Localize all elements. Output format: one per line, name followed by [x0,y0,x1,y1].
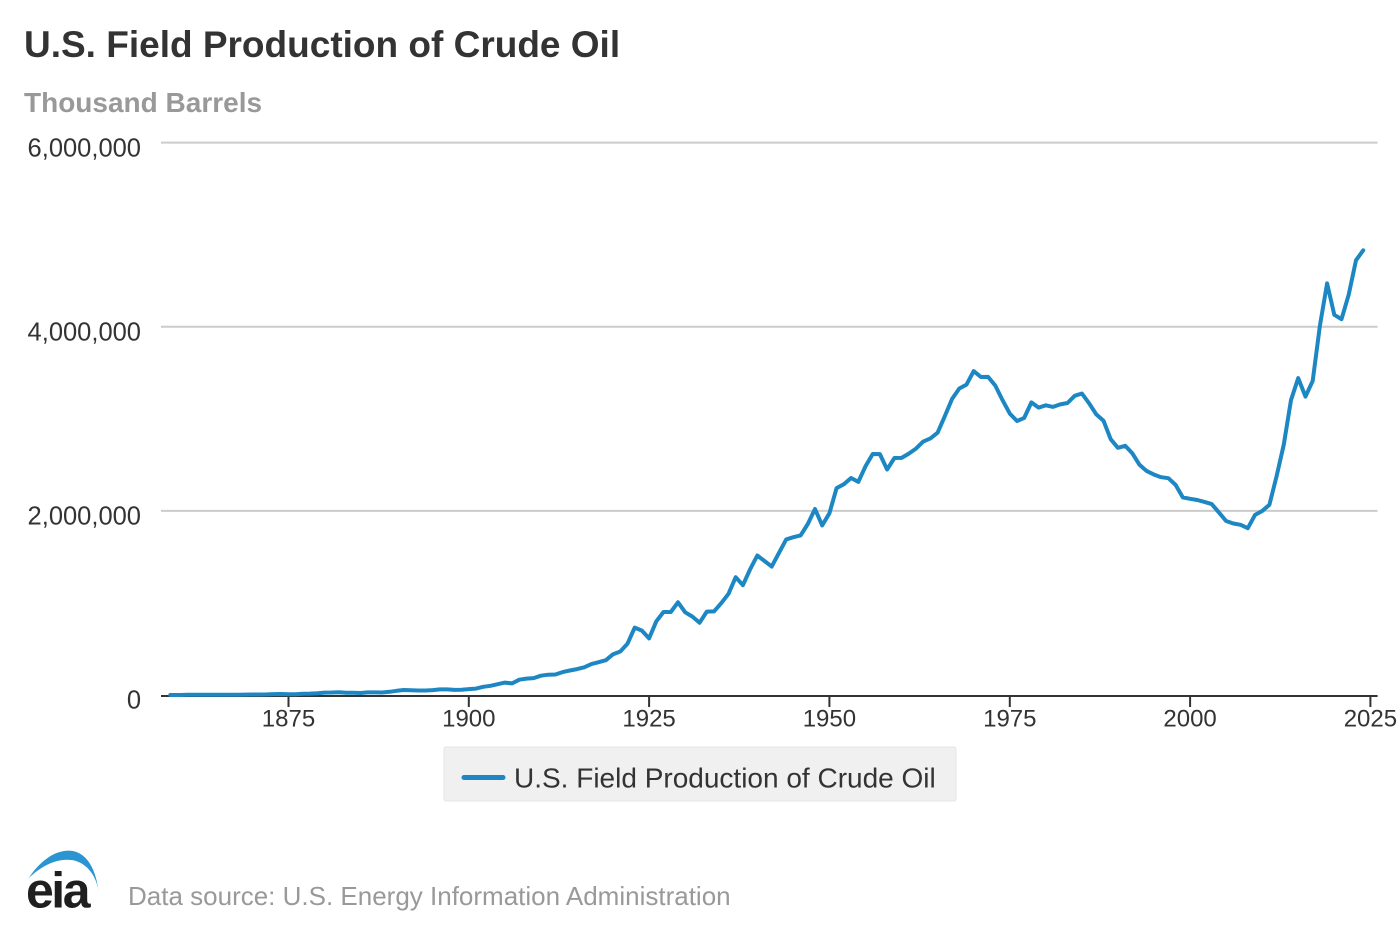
svg-text:2,000,000: 2,000,000 [28,503,141,531]
svg-text:6,000,000: 6,000,000 [28,134,141,162]
svg-text:2000: 2000 [1163,706,1216,733]
svg-text:eia: eia [26,863,92,919]
svg-text:1950: 1950 [803,706,856,733]
svg-text:1900: 1900 [442,706,495,733]
svg-text:2025: 2025 [1344,706,1397,733]
svg-text:Data source: U.S. Energy Infor: Data source: U.S. Energy Information Adm… [128,881,731,911]
svg-text:U.S. Field Production of Crude: U.S. Field Production of Crude Oil [24,24,620,65]
svg-text:0: 0 [127,687,141,715]
svg-text:1975: 1975 [983,706,1036,733]
svg-text:4,000,000: 4,000,000 [28,319,141,347]
svg-text:U.S. Field Production of Crude: U.S. Field Production of Crude Oil [514,763,936,794]
svg-text:1875: 1875 [262,706,315,733]
svg-text:1925: 1925 [622,706,675,733]
svg-text:Thousand Barrels: Thousand Barrels [24,87,262,118]
